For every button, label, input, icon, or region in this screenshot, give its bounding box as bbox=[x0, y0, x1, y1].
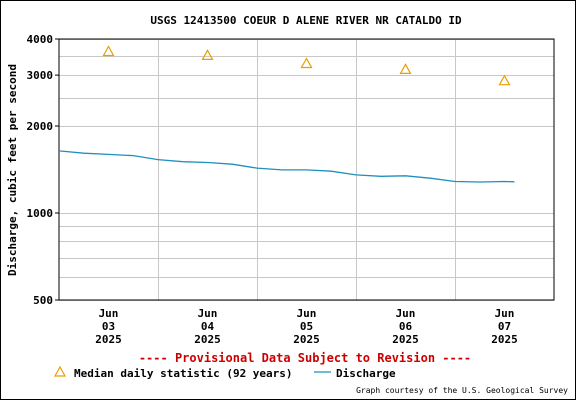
x-tick-month: Jun bbox=[495, 307, 515, 320]
x-tick-year: 2025 bbox=[194, 333, 221, 346]
x-tick-month: Jun bbox=[198, 307, 218, 320]
y-tick-label: 500 bbox=[33, 294, 53, 307]
median-marker bbox=[102, 45, 115, 57]
discharge-line bbox=[58, 150, 515, 183]
x-axis-ticks: Jun032025Jun042025Jun052025Jun062025Jun0… bbox=[95, 307, 518, 346]
y-tick-label: 1000 bbox=[27, 207, 54, 220]
x-tick-year: 2025 bbox=[392, 333, 419, 346]
provisional-note: ---- Provisional Data Subject to Revisio… bbox=[139, 351, 471, 365]
chart-title: USGS 12413500 COEUR D ALENE RIVER NR CAT… bbox=[150, 14, 462, 27]
series bbox=[58, 45, 515, 183]
median-marker bbox=[300, 57, 313, 69]
x-tick-day: 05 bbox=[300, 320, 313, 333]
legend-median-label: Median daily statistic (92 years) bbox=[74, 367, 293, 380]
x-tick-year: 2025 bbox=[293, 333, 320, 346]
legend-median-marker bbox=[53, 365, 67, 377]
y-axis-label: Discharge, cubic feet per second bbox=[6, 64, 19, 276]
median-marker bbox=[498, 74, 511, 86]
x-tick-year: 2025 bbox=[491, 333, 518, 346]
y-tick-label: 4000 bbox=[27, 33, 54, 46]
x-tick-day: 06 bbox=[399, 320, 413, 333]
median-marker bbox=[201, 49, 214, 61]
y-tick-label: 2000 bbox=[27, 120, 54, 133]
x-tick-month: Jun bbox=[297, 307, 317, 320]
plot-area bbox=[58, 38, 555, 301]
x-tick-day: 07 bbox=[498, 320, 511, 333]
x-tick-month: Jun bbox=[99, 307, 119, 320]
legend-discharge-label: Discharge bbox=[336, 367, 396, 380]
x-tick-month: Jun bbox=[396, 307, 416, 320]
x-tick-year: 2025 bbox=[95, 333, 122, 346]
x-tick-day: 03 bbox=[102, 320, 115, 333]
median-marker bbox=[399, 63, 412, 75]
credit-text: Graph courtesy of the U.S. Geological Su… bbox=[356, 386, 568, 395]
y-axis-ticks: 500 1000 2000 3000 4000 bbox=[27, 33, 59, 307]
x-tick-day: 04 bbox=[201, 320, 215, 333]
y-tick-label: 3000 bbox=[27, 69, 54, 82]
